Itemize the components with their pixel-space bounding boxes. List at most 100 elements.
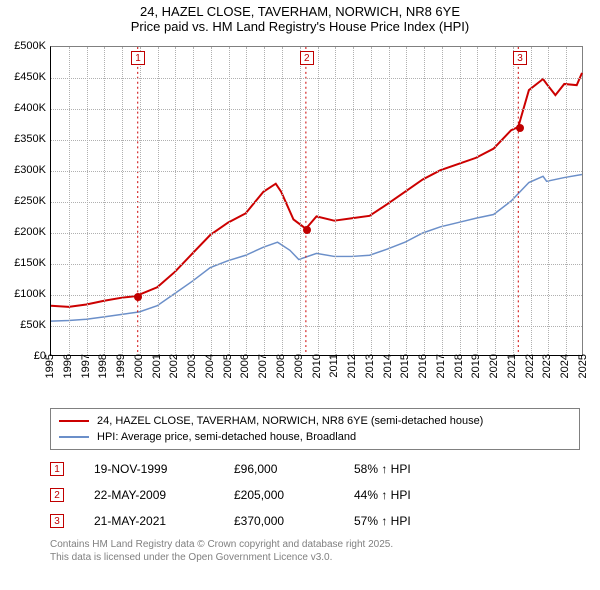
- event-row: 119-NOV-1999£96,00058% ↑ HPI: [50, 456, 580, 482]
- gridline-h: [51, 171, 582, 172]
- x-tick-label: 2012: [352, 320, 364, 360]
- gridline-h: [51, 109, 582, 110]
- y-tick-label: £50K: [0, 319, 46, 331]
- event-point: [134, 293, 142, 301]
- event-date: 19-NOV-1999: [94, 462, 204, 476]
- gridline-h: [51, 233, 582, 234]
- gridline-h: [51, 78, 582, 79]
- y-tick-label: £350K: [0, 133, 46, 145]
- event-marker-box: 1: [131, 51, 145, 65]
- title-address: 24, HAZEL CLOSE, TAVERHAM, NORWICH, NR8 …: [0, 4, 600, 19]
- series-line: [51, 73, 582, 307]
- event-point: [303, 226, 311, 234]
- event-number-box: 2: [50, 488, 64, 502]
- legend: 24, HAZEL CLOSE, TAVERHAM, NORWICH, NR8 …: [50, 408, 580, 450]
- gridline-v: [69, 47, 70, 355]
- chart-area: £0 £50K £100K £150K £200K £250K £300K £350K £400…: [0, 36, 600, 406]
- legend-row: 24, HAZEL CLOSE, TAVERHAM, NORWICH, NR8 …: [59, 413, 571, 429]
- gridline-v: [264, 47, 265, 355]
- legend-label: HPI: Average price, semi-detached house,…: [97, 431, 356, 443]
- gridline-v: [335, 47, 336, 355]
- gridline-v: [424, 47, 425, 355]
- event-marker-box: 3: [513, 51, 527, 65]
- event-row: 321-MAY-2021£370,00057% ↑ HPI: [50, 508, 580, 534]
- x-tick-label: 1995: [50, 320, 62, 360]
- gridline-v: [566, 47, 567, 355]
- legend-row: HPI: Average price, semi-detached house,…: [59, 429, 571, 445]
- x-tick-label: 2009: [299, 320, 311, 360]
- gridline-v: [460, 47, 461, 355]
- gridline-v: [548, 47, 549, 355]
- event-price: £370,000: [234, 514, 324, 528]
- x-tick-label: 2014: [388, 320, 400, 360]
- x-tick-label: 1997: [86, 320, 98, 360]
- event-number-box: 1: [50, 462, 64, 476]
- x-tick-label: 2024: [565, 320, 577, 360]
- x-tick-label: 2020: [494, 320, 506, 360]
- gridline-v: [318, 47, 319, 355]
- y-tick-label: £200K: [0, 226, 46, 238]
- event-table: 119-NOV-1999£96,00058% ↑ HPI222-MAY-2009…: [50, 456, 580, 534]
- gridline-v: [371, 47, 372, 355]
- event-marker-box: 2: [300, 51, 314, 65]
- y-tick-label: £150K: [0, 257, 46, 269]
- x-tick-label: 2021: [512, 320, 524, 360]
- x-tick-label: 2004: [210, 320, 222, 360]
- gridline-v: [353, 47, 354, 355]
- x-tick-label: 2018: [459, 320, 471, 360]
- gridline-v: [406, 47, 407, 355]
- x-tick-label: 2025: [583, 320, 595, 360]
- x-tick-label: 2019: [476, 320, 488, 360]
- x-tick-label: 2002: [174, 320, 186, 360]
- x-tick-label: 1998: [103, 320, 115, 360]
- gridline-v: [442, 47, 443, 355]
- legend-swatch: [59, 420, 89, 422]
- x-tick-label: 2011: [334, 320, 346, 360]
- gridline-v: [531, 47, 532, 355]
- y-tick-label: £250K: [0, 195, 46, 207]
- gridline-v: [513, 47, 514, 355]
- event-price: £205,000: [234, 488, 324, 502]
- gridline-v: [477, 47, 478, 355]
- gridline-h: [51, 264, 582, 265]
- y-tick-label: £0: [0, 350, 46, 362]
- x-tick-label: 2001: [157, 320, 169, 360]
- gridline-h: [51, 295, 582, 296]
- legend-swatch: [59, 436, 89, 438]
- gridline-h: [51, 140, 582, 141]
- title-subtitle: Price paid vs. HM Land Registry's House …: [0, 19, 600, 34]
- x-tick-label: 2013: [370, 320, 382, 360]
- x-tick-label: 1996: [68, 320, 80, 360]
- x-tick-label: 2016: [423, 320, 435, 360]
- footer-line1: Contains HM Land Registry data © Crown c…: [50, 538, 580, 551]
- gridline-v: [282, 47, 283, 355]
- x-tick-label: 2010: [317, 320, 329, 360]
- plot-area: 1 2 3: [50, 46, 583, 356]
- x-tick-label: 2008: [281, 320, 293, 360]
- gridline-v: [140, 47, 141, 355]
- line-layer: [51, 47, 582, 355]
- event-point: [516, 124, 524, 132]
- gridline-v: [389, 47, 390, 355]
- x-tick-label: 2015: [405, 320, 417, 360]
- title-block: 24, HAZEL CLOSE, TAVERHAM, NORWICH, NR8 …: [0, 0, 600, 36]
- event-price: £96,000: [234, 462, 324, 476]
- gridline-v: [193, 47, 194, 355]
- y-tick-label: £450K: [0, 71, 46, 83]
- x-tick-label: 2022: [530, 320, 542, 360]
- x-tick-label: 2007: [263, 320, 275, 360]
- event-pct: 44% ↑ HPI: [354, 488, 411, 502]
- x-tick-label: 1999: [121, 320, 133, 360]
- x-tick-label: 2017: [441, 320, 453, 360]
- event-pct: 57% ↑ HPI: [354, 514, 411, 528]
- event-row: 222-MAY-2009£205,00044% ↑ HPI: [50, 482, 580, 508]
- gridline-v: [104, 47, 105, 355]
- y-tick-label: £100K: [0, 288, 46, 300]
- y-tick-label: £500K: [0, 40, 46, 52]
- y-tick-label: £400K: [0, 102, 46, 114]
- gridline-v: [300, 47, 301, 355]
- gridline-v: [122, 47, 123, 355]
- gridline-h: [51, 202, 582, 203]
- y-tick-label: £300K: [0, 164, 46, 176]
- x-tick-label: 2003: [192, 320, 204, 360]
